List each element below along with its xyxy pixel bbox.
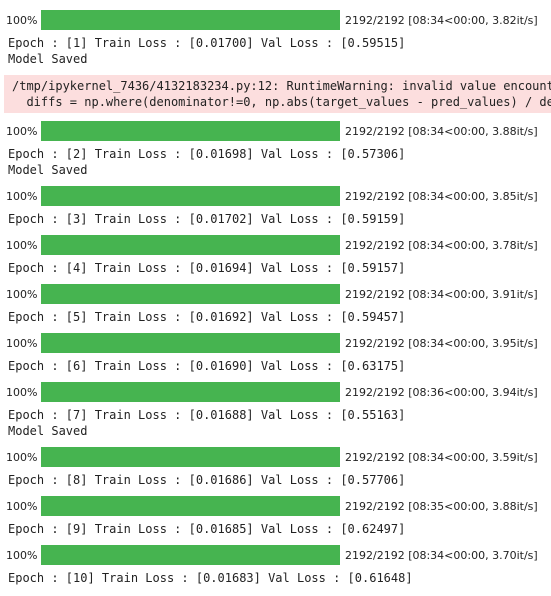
- progress-bar-row: 100% 2192/2192 [08:34<00:00, 3.88it/s]: [4, 121, 551, 143]
- model-saved-line: Model Saved: [8, 163, 88, 177]
- progress-percent: 100%: [6, 190, 38, 203]
- progress-bar-row: 100% 2192/2192 [08:34<00:00, 3.91it/s]: [4, 284, 551, 306]
- model-saved-line: Model Saved: [8, 52, 88, 66]
- warning-line: /tmp/ipykernel_7436/4132183234.py:12: Ru…: [12, 79, 551, 93]
- progress-percent: 100%: [6, 451, 38, 464]
- progress-fill: [41, 186, 340, 206]
- progress-stats: 2192/2192 [08:34<00:00, 3.78it/s]: [345, 239, 538, 252]
- progress-bar-row: 100% 2192/2192 [08:35<00:00, 3.88it/s]: [4, 496, 551, 518]
- progress-stats: 2192/2192 [08:36<00:00, 3.94it/s]: [345, 386, 538, 399]
- progress-percent: 100%: [6, 549, 38, 562]
- epoch-log-line: Epoch : [3] Train Loss : [0.01702] Val L…: [8, 212, 406, 226]
- progress-track: [41, 186, 340, 206]
- progress-percent: 100%: [6, 337, 38, 350]
- progress-stats: 2192/2192 [08:34<00:00, 3.70it/s]: [345, 549, 538, 562]
- epoch-log-line: Epoch : [4] Train Loss : [0.01694] Val L…: [8, 261, 406, 275]
- progress-fill: [41, 447, 340, 467]
- model-saved-line: Model Saved: [8, 424, 88, 438]
- progress-fill: [41, 235, 340, 255]
- progress-fill: [41, 121, 340, 141]
- progress-percent: 100%: [6, 125, 38, 138]
- epoch-log-line: Epoch : [10] Train Loss : [0.01683] Val …: [8, 571, 413, 585]
- epoch-log-line: Epoch : [7] Train Loss : [0.01688] Val L…: [8, 408, 406, 422]
- progress-stats: 2192/2192 [08:34<00:00, 3.85it/s]: [345, 190, 538, 203]
- progress-track: [41, 447, 340, 467]
- progress-track: [41, 121, 340, 141]
- progress-percent: 100%: [6, 386, 38, 399]
- epoch-log-line: Epoch : [8] Train Loss : [0.01686] Val L…: [8, 473, 406, 487]
- progress-fill: [41, 496, 340, 516]
- progress-stats: 2192/2192 [08:34<00:00, 3.82it/s]: [345, 14, 538, 27]
- progress-bar-row: 100% 2192/2192 [08:34<00:00, 3.82it/s]: [4, 10, 551, 32]
- progress-percent: 100%: [6, 288, 38, 301]
- progress-fill: [41, 545, 340, 565]
- progress-fill: [41, 382, 340, 402]
- progress-bar-row: 100% 2192/2192 [08:34<00:00, 3.70it/s]: [4, 545, 551, 567]
- warning-message: /tmp/ipykernel_7436/4132183234.py:12: Ru…: [4, 75, 551, 113]
- progress-bar-row: 100% 2192/2192 [08:34<00:00, 3.85it/s]: [4, 186, 551, 208]
- progress-track: [41, 10, 340, 30]
- progress-percent: 100%: [6, 239, 38, 252]
- progress-track: [41, 382, 340, 402]
- epoch-log-line: Epoch : [9] Train Loss : [0.01685] Val L…: [8, 522, 406, 536]
- epoch-log-line: Epoch : [1] Train Loss : [0.01700] Val L…: [8, 36, 406, 50]
- progress-bar-row: 100% 2192/2192 [08:34<00:00, 3.95it/s]: [4, 333, 551, 355]
- epoch-log-line: Epoch : [2] Train Loss : [0.01698] Val L…: [8, 147, 406, 161]
- progress-fill: [41, 284, 340, 304]
- progress-bar-row: 100% 2192/2192 [08:34<00:00, 3.78it/s]: [4, 235, 551, 257]
- progress-percent: 100%: [6, 500, 38, 513]
- progress-bar-row: 100% 2192/2192 [08:36<00:00, 3.94it/s]: [4, 382, 551, 404]
- warning-line: diffs = np.where(denominator!=0, np.abs(…: [26, 95, 551, 109]
- progress-percent: 100%: [6, 14, 38, 27]
- progress-track: [41, 545, 340, 565]
- progress-stats: 2192/2192 [08:35<00:00, 3.88it/s]: [345, 500, 538, 513]
- progress-track: [41, 284, 340, 304]
- progress-track: [41, 496, 340, 516]
- progress-fill: [41, 10, 340, 30]
- progress-bar-row: 100% 2192/2192 [08:34<00:00, 3.59it/s]: [4, 447, 551, 469]
- progress-stats: 2192/2192 [08:34<00:00, 3.88it/s]: [345, 125, 538, 138]
- epoch-log-line: Epoch : [6] Train Loss : [0.01690] Val L…: [8, 359, 406, 373]
- epoch-log-line: Epoch : [5] Train Loss : [0.01692] Val L…: [8, 310, 406, 324]
- progress-fill: [41, 333, 340, 353]
- progress-stats: 2192/2192 [08:34<00:00, 3.95it/s]: [345, 337, 538, 350]
- progress-stats: 2192/2192 [08:34<00:00, 3.91it/s]: [345, 288, 538, 301]
- progress-track: [41, 235, 340, 255]
- progress-track: [41, 333, 340, 353]
- progress-stats: 2192/2192 [08:34<00:00, 3.59it/s]: [345, 451, 538, 464]
